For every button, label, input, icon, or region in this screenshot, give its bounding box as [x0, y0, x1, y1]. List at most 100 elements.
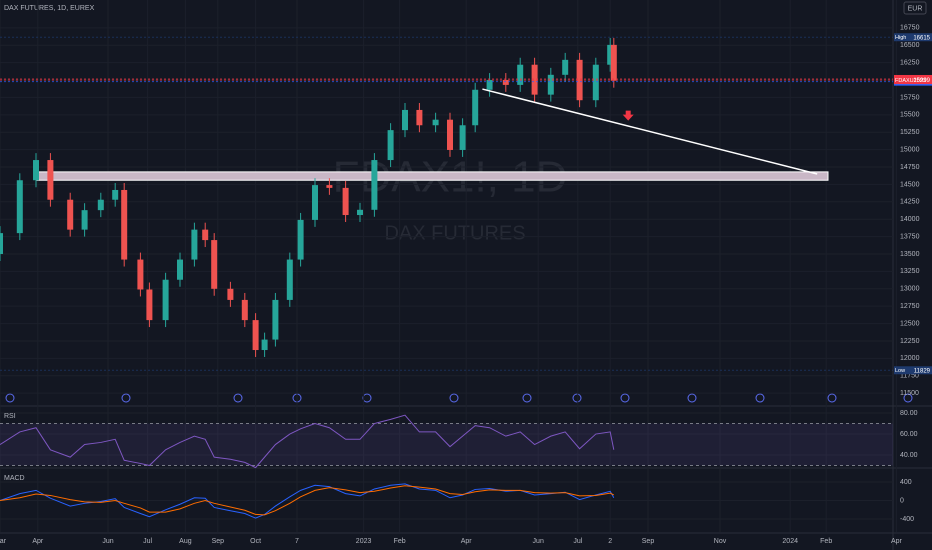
- price-label-box: [894, 33, 932, 42]
- x-tick-label: Jul: [573, 538, 582, 545]
- y-tick-label: 16250: [900, 59, 920, 66]
- candle-body: [272, 299, 279, 340]
- x-tick-label: Apr: [891, 538, 903, 545]
- candle-body: [547, 74, 554, 95]
- candle-body: [202, 229, 209, 241]
- chart-title: DAX FUTURES, 1D, EUREX: [4, 5, 95, 12]
- candle-body: [191, 229, 198, 260]
- event-icon: [522, 393, 532, 403]
- x-tick-label: Apr: [461, 538, 473, 545]
- price-label-value: 11829: [914, 368, 931, 374]
- candle-body: [486, 80, 493, 90]
- trendline: [482, 88, 818, 175]
- event-icon: [903, 393, 913, 403]
- event-icon: [449, 393, 459, 403]
- y-tick-label: 60.00: [900, 431, 918, 438]
- candle-body: [67, 199, 74, 230]
- candle-body: [121, 189, 128, 260]
- x-tick-label: Nov: [714, 538, 727, 545]
- candle-body: [177, 259, 183, 280]
- candle-body: [162, 279, 169, 321]
- candle-body: [402, 109, 408, 131]
- y-tick-label: 15750: [900, 94, 920, 101]
- candle-body: [472, 89, 479, 126]
- candle-body: [371, 160, 378, 210]
- currency-box[interactable]: [903, 1, 927, 15]
- candle-body: [16, 180, 23, 234]
- event-icon: [5, 393, 15, 403]
- y-tick-label: 0: [900, 497, 904, 504]
- candle-body: [227, 288, 234, 300]
- price-label-name: FDAXU2023: [895, 78, 926, 84]
- candle-body: [459, 125, 466, 150]
- candle-body: [326, 185, 333, 188]
- y-tick-label: 16750: [900, 25, 920, 32]
- y-tick-label: 13750: [900, 233, 920, 240]
- price-label-box: [894, 76, 932, 85]
- price-label-name: Low: [895, 368, 905, 374]
- x-tick-label: Aug: [179, 538, 192, 545]
- price-label-name: High: [895, 35, 906, 41]
- x-tick-label: Apr: [32, 538, 44, 545]
- watermark-name: DAX FUTURES: [384, 222, 525, 244]
- y-tick-label: 12500: [900, 320, 920, 327]
- x-tick-label: Oct: [250, 538, 261, 545]
- event-icon: [755, 393, 765, 403]
- candle-body: [81, 210, 88, 230]
- x-tick-label: 7: [295, 538, 299, 545]
- candle-body: [387, 130, 394, 161]
- x-tick-label: 2: [608, 538, 612, 545]
- event-icon: [233, 393, 243, 403]
- currency[interactable]: EUR: [908, 5, 923, 12]
- candle-body: [33, 160, 39, 181]
- x-tick-label: 2023: [356, 538, 372, 545]
- x-tick-label: Sep: [212, 538, 225, 545]
- y-tick-label: 14000: [900, 216, 920, 223]
- event-icon: [572, 393, 582, 403]
- price-label-box: [894, 366, 932, 375]
- y-tick-label: 16500: [900, 42, 920, 49]
- x-tick-label: Sep: [642, 538, 655, 545]
- candle-body: [146, 289, 153, 321]
- candle-body: [592, 64, 599, 101]
- zone: [35, 171, 829, 181]
- y-tick-label: 13000: [900, 286, 920, 293]
- event-icon: [687, 393, 697, 403]
- event-icon: [620, 393, 630, 403]
- y-tick-label: 15250: [900, 129, 920, 136]
- candle-body: [562, 59, 569, 75]
- candle-body: [432, 119, 439, 126]
- y-tick-label: 80.00: [900, 410, 918, 417]
- candle-body: [0, 233, 3, 254]
- y-tick-label: -400: [900, 516, 914, 523]
- candle-body: [297, 219, 304, 260]
- x-tick-label: Jun: [102, 538, 113, 545]
- candle-body: [357, 209, 363, 216]
- y-tick-label: 13500: [900, 251, 920, 258]
- indicator-line: [0, 414, 615, 469]
- event-icon: [827, 393, 837, 403]
- y-tick-label: 15000: [900, 146, 920, 153]
- event-icon: [362, 393, 372, 403]
- x-tick-label: Jun: [533, 538, 544, 545]
- pane-title: MACD: [4, 475, 25, 482]
- candle-body: [137, 259, 144, 290]
- candle-body: [531, 64, 538, 95]
- y-tick-label: 12250: [900, 338, 920, 345]
- y-tick-label: 11750: [900, 373, 919, 380]
- x-tick-label: Feb: [394, 538, 406, 545]
- x-tick-label: Jul: [143, 538, 152, 545]
- candle-body: [607, 44, 614, 65]
- indicator-line: [0, 485, 615, 516]
- candle-body: [252, 320, 259, 351]
- x-tick-label: Feb: [820, 538, 832, 545]
- y-tick-label: 14500: [900, 181, 920, 188]
- event-icon: [121, 393, 131, 403]
- candle-body: [112, 189, 119, 200]
- y-tick-label: 13250: [900, 268, 920, 275]
- y-tick-label: 12750: [900, 303, 920, 310]
- y-tick-label: 12000: [900, 355, 920, 362]
- rsi-band: [0, 423, 893, 466]
- y-tick-label: 14250: [900, 199, 920, 206]
- candle-body: [517, 64, 524, 85]
